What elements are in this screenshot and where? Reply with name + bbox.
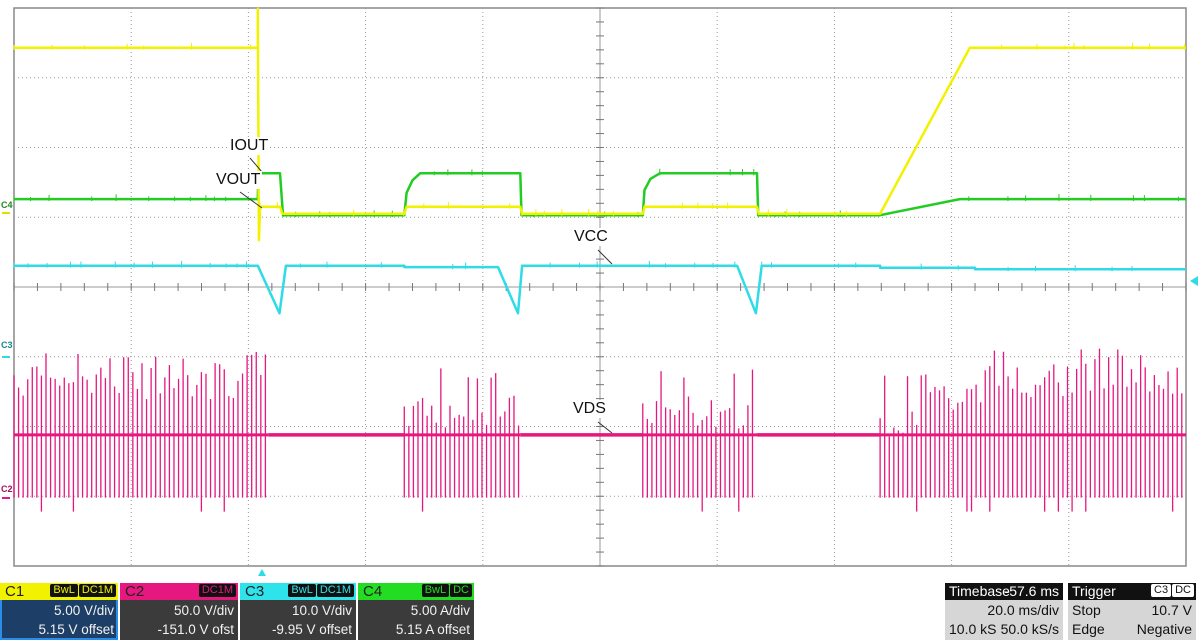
c3-marker-label: C3 bbox=[1, 340, 13, 350]
leader-vcc bbox=[597, 249, 613, 265]
channel-tag: DC1M bbox=[78, 584, 116, 597]
trigger-level-marker[interactable] bbox=[1190, 276, 1198, 286]
channel-offset: -9.95 V offset bbox=[271, 622, 352, 637]
channel-name: C3 bbox=[245, 583, 265, 600]
trigger-level: 10.7 V bbox=[1151, 602, 1192, 618]
annotation-vcc: VCC bbox=[572, 228, 610, 246]
channel-scale: 10.0 V/div bbox=[291, 603, 352, 618]
annotation-vout: VOUT bbox=[214, 171, 263, 189]
sample-count: 10.0 kS bbox=[949, 621, 997, 637]
channel-tag: DC bbox=[450, 584, 472, 597]
channel-tag: DC1M bbox=[198, 584, 236, 597]
channel-tag: BwL bbox=[288, 584, 316, 597]
leader-iout bbox=[249, 157, 263, 173]
trigger-coupling-tag: DC bbox=[1172, 584, 1194, 597]
channel-tag: BwL bbox=[421, 584, 450, 597]
channel-panel-c2[interactable]: C2 DC1M 50.0 V/div -151.0 V ofst bbox=[120, 583, 238, 640]
timebase-label: Timebase bbox=[949, 583, 1010, 599]
leader-vout bbox=[239, 191, 263, 209]
graticule bbox=[13, 7, 1187, 567]
channel-tag: DC1M bbox=[316, 584, 354, 597]
trigger-source-tag: C3 bbox=[1151, 584, 1172, 597]
channel-panel-c3[interactable]: C3 BwL DC1M 10.0 V/div -9.95 V offset bbox=[240, 583, 356, 640]
channel-offset: -151.0 V ofst bbox=[157, 622, 234, 637]
channel-scale: 5.00 A/div bbox=[410, 603, 470, 618]
channel-name: C4 bbox=[363, 583, 383, 600]
timebase-panel[interactable]: Timebase -57.6 ms 20.0 ms/div 10.0 kS 50.… bbox=[945, 583, 1063, 640]
traces bbox=[13, 7, 1186, 512]
trigger-type: Edge bbox=[1072, 621, 1105, 637]
annotation-leaders bbox=[239, 157, 613, 434]
channel-name: C1 bbox=[5, 583, 25, 600]
trace-line bbox=[14, 264, 1186, 315]
trigger-label: Trigger bbox=[1072, 583, 1116, 599]
c2-marker-label: C2 bbox=[1, 484, 13, 494]
channel-scale: 5.00 V/div bbox=[53, 603, 114, 618]
trace-c1 bbox=[13, 7, 1186, 242]
channel-scale: 50.0 V/div bbox=[173, 603, 234, 618]
c4-marker-label: C4 bbox=[1, 200, 13, 210]
channel-panel-c4[interactable]: C4 BwL DC 5.00 A/div 5.15 A offset bbox=[358, 583, 474, 640]
timebase-value: -57.6 ms bbox=[1004, 583, 1059, 599]
c3-ground-marker[interactable] bbox=[2, 356, 10, 358]
trace-line bbox=[14, 7, 1186, 242]
leader-vds bbox=[597, 421, 613, 434]
trace-c3 bbox=[13, 260, 1186, 315]
channel-offset: 5.15 V offset bbox=[38, 622, 114, 637]
trigger-position-marker[interactable] bbox=[258, 569, 266, 576]
sample-rate: 50.0 kS/s bbox=[1000, 621, 1059, 637]
trace-c2 bbox=[13, 348, 1186, 512]
channel-name: C2 bbox=[125, 583, 145, 600]
c2-ground-marker[interactable] bbox=[2, 497, 10, 499]
waveform-display: C4 C3 C2 bbox=[1, 7, 1198, 576]
annotation-vds: VDS bbox=[571, 400, 608, 418]
trigger-slope: Negative bbox=[1136, 621, 1192, 637]
trigger-mode: Stop bbox=[1072, 602, 1101, 618]
timebase-per-div: 20.0 ms/div bbox=[987, 602, 1059, 618]
channel-panel-c1[interactable]: C1 BwL DC1M 5.00 V/div 5.15 V offset bbox=[0, 583, 118, 640]
channel-offset: 5.15 A offset bbox=[395, 622, 470, 637]
c1-ground-marker[interactable] bbox=[2, 212, 10, 214]
annotation-iout: IOUT bbox=[228, 137, 271, 155]
trigger-panel[interactable]: Trigger C3 DC Stop 10.7 V Edge Negative bbox=[1068, 583, 1196, 640]
channel-tag: BwL bbox=[50, 584, 78, 597]
